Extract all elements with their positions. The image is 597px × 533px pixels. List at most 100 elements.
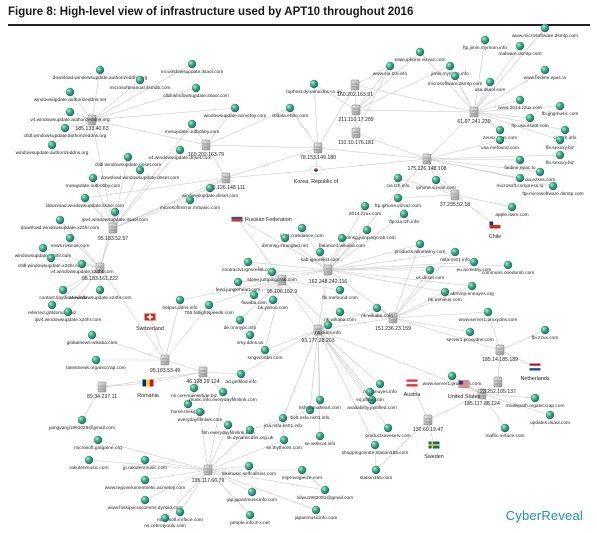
ip-server-node[interactable]: 95.183.161.222 — [82, 262, 118, 282]
domain-node[interactable]: jap.japanmusicinfo.com — [226, 487, 277, 503]
domain-node[interactable]: rakutenmusic.com — [70, 455, 109, 471]
domain-node[interactable]: kikimusic.selfcallsics.com — [222, 461, 276, 477]
ip-server-node[interactable]: 89.34.237.11 — [87, 381, 117, 400]
domain-node[interactable]: ctldl.windowsupdate.dnset.com — [95, 152, 161, 168]
domain-node[interactable]: download.windowsupdate.authorizeddns.org — [53, 65, 148, 81]
domain-node[interactable]: malware.dsmtp.com — [499, 41, 542, 57]
ip-server-node[interactable]: 61.97.241.239 — [457, 106, 491, 125]
usa-flag[interactable]: United States — [448, 380, 481, 401]
domain-node[interactable]: kmd.crabdance.com — [280, 223, 324, 239]
domain-node[interactable]: productsaveserv.com — [365, 423, 411, 439]
domain-node[interactable]: microsoft.gotgame.org — [74, 435, 122, 451]
domain-node[interactable]: belt.nsfa.ns01.info — [291, 405, 330, 421]
domain-node[interactable]: 2014.zzux.com — [349, 201, 381, 217]
ip-server-node[interactable]: 95.106.102.9 — [267, 274, 297, 295]
russia-flag[interactable]: Russian Federation — [231, 214, 292, 224]
domain-node[interactable]: medispath.organiccrap.com — [506, 393, 565, 409]
domain-node[interactable]: tophost.dynamicdns.co.uk — [286, 79, 342, 95]
domain-node[interactable]: helpus.ddns.info — [163, 295, 198, 311]
ip-server-node[interactable]: 185.14.185.189 — [482, 344, 518, 363]
ip-server-node[interactable]: 78.153.149.180 — [300, 142, 336, 161]
domain-node[interactable]: music.info.everydayfilmlink.com — [189, 387, 257, 403]
romania-flag[interactable]: Romania — [137, 379, 159, 400]
domain-node[interactable]: ctldata.ebbo.com — [272, 103, 309, 119]
domain-node[interactable]: commons.onedumb.com — [482, 260, 535, 276]
domain-node[interactable]: www.cia.tzh.info — [373, 61, 408, 77]
domain-node[interactable]: contact.tinydimain.info — [39, 285, 87, 301]
domain-node[interactable]: v4.windowsupdate.x24hr.com — [51, 259, 114, 275]
domain-node[interactable]: singed.stbo.com — [248, 345, 283, 361]
domain-node[interactable]: ns.commainstitute.biz — [171, 383, 218, 399]
ip-server-node[interactable]: 195.117.66.79 — [192, 464, 225, 484]
ip-server-node[interactable]: 93.177.28.203 — [301, 324, 335, 344]
domain-node[interactable]: nsfa.ns01.info — [440, 247, 470, 263]
domain-node[interactable]: mxsupdate.outbobby.com — [66, 173, 121, 189]
domain-node[interactable]: latestnews.organiccrap.com — [66, 355, 126, 371]
domain-node[interactable]: www.iphone.vizvaz.com — [395, 47, 446, 63]
domain-node[interactable]: cia.ezxns.com — [525, 167, 555, 183]
domain-node[interactable]: windowsupdate.authorizeddns.net — [34, 87, 107, 103]
domain-node[interactable]: iphone.vizvaz.com — [416, 175, 456, 191]
domain-node[interactable]: nmy.ddns.us — [237, 330, 264, 346]
domain-node[interactable]: www.server1.proxydns.com — [423, 371, 482, 387]
domain-node[interactable]: ibmmsg.strangled.net — [262, 233, 309, 249]
domain-node[interactable]: ftp.cia.tzh.info — [389, 209, 419, 225]
domain-node[interactable]: cia.tzh.info — [554, 125, 577, 141]
domain-node[interactable]: fiedine.epac.to — [504, 155, 536, 171]
domain-node[interactable]: referred.gr8domain.biz — [28, 300, 77, 316]
domain-node[interactable]: kab.ignorelist.com — [301, 247, 340, 263]
domain-node[interactable]: ftp.iphone.vizvaz.com — [375, 193, 421, 209]
domain-node[interactable]: windowsupdate.authorizeddns.org — [16, 140, 89, 156]
domain-node[interactable]: apple.itwm.com — [495, 202, 529, 218]
domain-node[interactable]: news.rokinoe.com — [51, 233, 90, 249]
ip-server-node[interactable]: 46.108.29.124 — [186, 366, 220, 385]
domain-node[interactable]: www.microsoftware.dsmtp.com — [512, 23, 578, 39]
domain-node[interactable]: jcia.nsfa.ns01.info — [263, 413, 303, 429]
domain-node[interactable]: fbi.jjngmusic.com — [542, 101, 579, 117]
ip-server-node[interactable]: 95.183.52.57 — [98, 222, 128, 242]
domain-node[interactable]: 765.fatlightspeeds.com — [184, 300, 234, 316]
ip-server-node[interactable]: 151.236.23.159 — [375, 312, 411, 332]
domain-node[interactable]: nk.wikaba.com — [324, 307, 356, 323]
domain-node[interactable]: windowsupdate.acmetoy.com — [204, 103, 267, 119]
chile-flag[interactable]: Chile — [489, 221, 501, 241]
domain-node[interactable]: mxsupdate.outbobby.com — [165, 119, 220, 135]
domain-node[interactable]: station155.com — [360, 465, 393, 481]
domain-node[interactable]: download.windowsupdate.itsaol.com — [46, 193, 124, 209]
korea-flag[interactable]: Korea, Republic of — [294, 166, 339, 186]
domain-node[interactable]: lulwu1982001@gmail.com — [297, 485, 353, 501]
domain-node[interactable]: sk.dynamicdns.org.uk — [227, 425, 274, 441]
domain-node[interactable]: www.tegoverumentnetic.acmetoy.com — [105, 475, 185, 491]
domain-node[interactable]: download.windowsupdate.x24hr.com — [21, 215, 99, 231]
domain-node[interactable]: yangyang1991026@gmail.com — [49, 415, 115, 431]
domain-node[interactable]: improvejpeize.com — [282, 465, 322, 481]
ip-server-node[interactable]: 160.202.163.79 — [188, 139, 224, 158]
domain-node[interactable]: ns.ddns.info — [315, 320, 341, 336]
domain-node[interactable]: people.info.3-x.net — [230, 510, 270, 526]
domain-node[interactable]: microsoftware.dsmtp.com — [428, 71, 483, 87]
domain-node[interactable]: ipv4.windowsupdate.x24hr.com — [35, 307, 102, 323]
switzerland-flag[interactable]: Switzerland — [136, 313, 164, 333]
domain-node[interactable]: nk.wikaba.com — [361, 303, 393, 319]
domain-node[interactable]: us.dnset.com — [416, 265, 445, 281]
austria-flag[interactable]: Austria — [404, 379, 421, 399]
domain-node[interactable]: eu.acmetoy.com — [457, 257, 492, 273]
domain-node[interactable]: products.allnetwiny.com — [395, 239, 446, 255]
domain-node[interactable]: film.everydayfilmlink.com — [201, 420, 255, 436]
domain-node[interactable]: ctldl.windowsupdate.itsaol.com — [163, 83, 229, 99]
domain-node[interactable]: microsoftmanual.itsmdb.com — [109, 75, 171, 91]
ip-server-node[interactable]: 211.110.17.209 — [338, 104, 374, 123]
domain-node[interactable]: www.fossipocracomms.dynoid.com — [108, 495, 183, 511]
netherlands-flag[interactable]: Netherlands — [520, 363, 550, 383]
domain-node[interactable]: se.webcat.info — [305, 431, 336, 447]
ip-server-node[interactable]: 185.117.88.124 — [464, 388, 500, 407]
domain-node[interactable]: windowsupdate.dnset.com — [182, 183, 239, 199]
domain-node[interactable]: server1.proxydns.com — [446, 327, 494, 343]
domain-node[interactable]: ctldl.windowsupdate.x24hr.com — [18, 253, 84, 269]
domain-node[interactable]: contractvt.ignorelist.com — [222, 257, 274, 273]
domain-node[interactable]: jp.rakutenmusic.com — [122, 455, 167, 471]
domain-node[interactable]: microsoft.mrface.com — [157, 507, 203, 523]
domain-node[interactable]: updates.itsaol.com — [530, 410, 570, 426]
domain-node[interactable]: bk.yahoo.com — [258, 295, 288, 311]
sweden-flag[interactable]: Sweden — [424, 441, 444, 461]
